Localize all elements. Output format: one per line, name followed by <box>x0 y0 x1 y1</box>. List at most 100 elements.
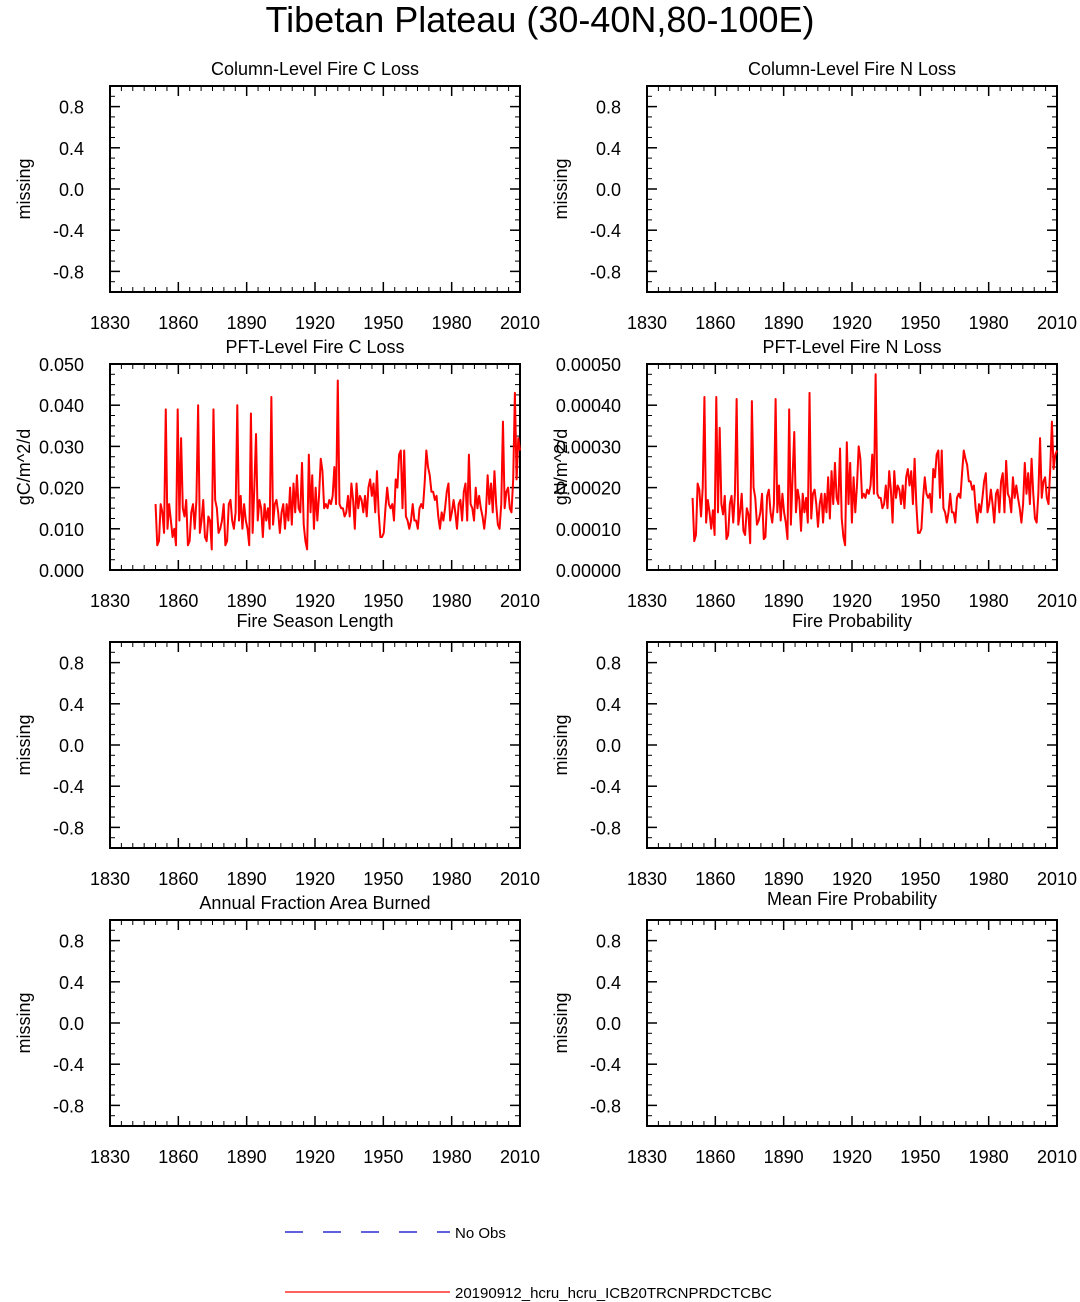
x-tick-label: 1830 <box>90 869 130 889</box>
y-tick-label: 0.030 <box>39 437 84 457</box>
y-tick-label: -0.4 <box>53 1055 84 1075</box>
x-tick-label: 2010 <box>1037 869 1077 889</box>
x-tick-label: 1830 <box>627 591 667 611</box>
y-axis-label: missing <box>14 992 34 1053</box>
x-tick-label: 1980 <box>432 1147 472 1167</box>
legend-model-label: 20190912_hcru_hcru_ICB20TRCNPRDCTCBC <box>455 1285 772 1302</box>
x-tick-label: 1830 <box>627 869 667 889</box>
panel-title: Column-Level Fire N Loss <box>748 59 956 79</box>
chart-panel-3: PFT-Level Fire C Loss gC/m^2/d 1830 1860 189… <box>14 337 540 611</box>
legend: No Obs 20190912_hcru_hcru_ICB20TRCNPRDCT… <box>285 1225 772 1302</box>
x-tick-label: 1980 <box>969 869 1009 889</box>
panel-title: Annual Fraction Area Burned <box>199 893 430 913</box>
y-tick-label: 0.8 <box>596 654 621 674</box>
y-tick-label: -0.8 <box>53 262 84 282</box>
plot-frame <box>109 641 521 849</box>
chart-panel-2: Column-Level Fire N Loss missing 1830 1860 1… <box>551 59 1077 333</box>
plot-frame <box>109 363 521 571</box>
plot-frame <box>109 85 521 293</box>
x-tick-label: 1920 <box>832 313 872 333</box>
y-tick-label: 0.020 <box>39 479 84 499</box>
x-tick-label: 1920 <box>832 869 872 889</box>
y-tick-label: 0.0 <box>596 1014 621 1034</box>
y-tick-label: -0.4 <box>590 221 621 241</box>
x-tick-label: 1860 <box>695 591 735 611</box>
x-tick-label: 1860 <box>158 313 198 333</box>
y-axis-label: gC/m^2/d <box>14 429 34 505</box>
plot-frame <box>646 919 1058 1127</box>
y-tick-label: 0.8 <box>596 98 621 118</box>
y-tick-label: 0.4 <box>596 973 621 993</box>
x-tick-label: 1830 <box>627 1147 667 1167</box>
x-tick-label: 1950 <box>900 1147 940 1167</box>
x-tick-label: 2010 <box>500 869 540 889</box>
y-tick-label: -0.4 <box>53 221 84 241</box>
x-tick-label: 1950 <box>363 591 403 611</box>
y-tick-label: 0.000 <box>39 561 84 581</box>
x-tick-label: 1920 <box>295 1147 335 1167</box>
y-tick-label: -0.8 <box>590 1096 621 1116</box>
x-tick-label: 1860 <box>158 1147 198 1167</box>
y-tick-label: 0.4 <box>596 695 621 715</box>
legend-obs-label: No Obs <box>455 1225 506 1242</box>
x-tick-label: 1920 <box>295 591 335 611</box>
x-tick-label: 1890 <box>227 591 267 611</box>
y-tick-label: -0.8 <box>53 1096 84 1116</box>
y-tick-label: 0.8 <box>596 932 621 952</box>
x-tick-label: 1920 <box>295 869 335 889</box>
plot-frame <box>646 363 1058 571</box>
x-tick-label: 1860 <box>695 313 735 333</box>
plot-frame <box>109 919 521 1127</box>
panel-title: Fire Season Length <box>236 611 393 631</box>
panel-title: PFT-Level Fire C Loss <box>225 337 404 357</box>
y-tick-label: -0.8 <box>53 818 84 838</box>
chart-panel-1: Column-Level Fire C Loss missing 1830 1860 1… <box>14 59 540 333</box>
x-tick-label: 1950 <box>363 313 403 333</box>
x-tick-label: 1830 <box>627 313 667 333</box>
y-tick-label: 0.8 <box>59 654 84 674</box>
y-tick-label: 0.0 <box>59 1014 84 1034</box>
y-axis-label: gN/m^2/d <box>551 429 571 505</box>
x-tick-label: 1950 <box>900 313 940 333</box>
y-tick-label: 0.8 <box>59 932 84 952</box>
x-tick-label: 1980 <box>432 869 472 889</box>
y-tick-label: 0.4 <box>59 139 84 159</box>
panel-title: PFT-Level Fire N Loss <box>762 337 941 357</box>
x-tick-label: 2010 <box>500 591 540 611</box>
x-tick-label: 2010 <box>500 1147 540 1167</box>
y-tick-label: 0.00010 <box>556 520 621 540</box>
x-tick-label: 1950 <box>363 1147 403 1167</box>
y-tick-label: 0.00050 <box>556 355 621 375</box>
panel-title: Fire Probability <box>792 611 912 631</box>
x-tick-label: 1980 <box>969 1147 1009 1167</box>
chart-panel-4: PFT-Level Fire N Loss gN/m^2/d 1830 1860 189… <box>551 337 1077 611</box>
y-axis-label: missing <box>551 158 571 219</box>
x-tick-label: 1920 <box>832 1147 872 1167</box>
x-tick-label: 1980 <box>969 313 1009 333</box>
x-tick-label: 1980 <box>432 591 472 611</box>
y-tick-label: 0.00020 <box>556 479 621 499</box>
x-tick-label: 1980 <box>432 313 472 333</box>
y-tick-label: 0.00030 <box>556 437 621 457</box>
x-tick-label: 1920 <box>832 591 872 611</box>
figure-title: Tibetan Plateau (30-40N,80-100E) <box>265 0 815 40</box>
panel-title: Mean Fire Probability <box>767 889 937 909</box>
x-tick-label: 1830 <box>90 591 130 611</box>
x-tick-label: 1860 <box>158 869 198 889</box>
y-tick-label: 0.00040 <box>556 396 621 416</box>
y-tick-label: 0.010 <box>39 520 84 540</box>
x-tick-label: 2010 <box>500 313 540 333</box>
y-tick-label: -0.8 <box>590 262 621 282</box>
y-axis-label: missing <box>14 714 34 775</box>
x-tick-label: 2010 <box>1037 591 1077 611</box>
series-line <box>691 373 1058 547</box>
y-axis-label: missing <box>551 714 571 775</box>
x-tick-label: 1890 <box>227 1147 267 1167</box>
x-tick-label: 1890 <box>764 591 804 611</box>
y-tick-label: -0.4 <box>53 777 84 797</box>
x-tick-label: 1890 <box>227 869 267 889</box>
x-tick-label: 1890 <box>764 313 804 333</box>
plot-frame <box>646 85 1058 293</box>
y-tick-label: 0.0 <box>59 736 84 756</box>
plot-frame <box>646 641 1058 849</box>
